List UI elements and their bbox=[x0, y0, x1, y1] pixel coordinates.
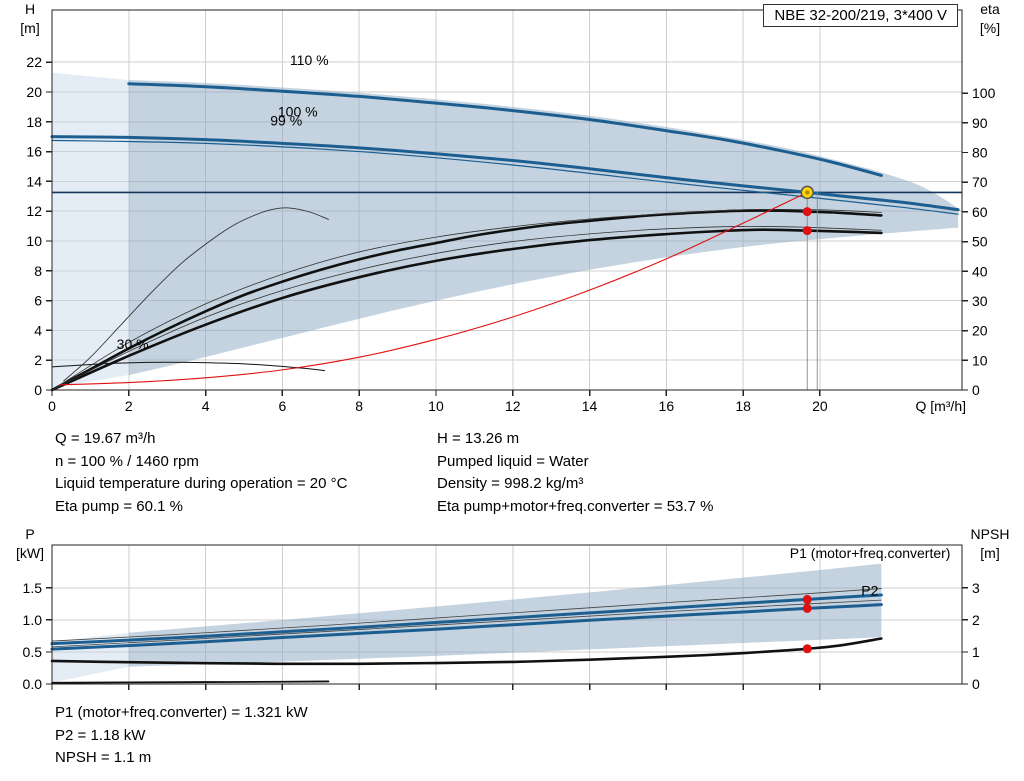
density-value: Density = 998.2 kg/m³ bbox=[437, 475, 584, 492]
right-axis-tick-label: 40 bbox=[972, 263, 988, 279]
p2-value: P2 = 1.18 kW bbox=[55, 726, 146, 744]
left-axis-tick-label: 0.5 bbox=[23, 644, 43, 660]
right-axis-tick-label: 60 bbox=[972, 204, 988, 220]
operating-point-info-right: H = 13.26 m Pumped liquid = Water Densit… bbox=[437, 428, 713, 518]
eta-pump-point-marker bbox=[802, 207, 812, 217]
left-axis-tick-label: 6 bbox=[34, 293, 42, 309]
flow-value: Q = 19.67 m³/h bbox=[55, 430, 156, 447]
x-axis-label: Q [m³/h] bbox=[915, 398, 966, 414]
npsh-curve bbox=[50, 637, 883, 666]
y-right-axis-label: NPSH bbox=[971, 526, 1010, 542]
eta-total-thin-curve bbox=[51, 225, 882, 391]
right-axis-tick-label: 90 bbox=[972, 115, 988, 131]
x-axis-tick-label: 18 bbox=[735, 398, 751, 414]
right-axis-tick-label: 0 bbox=[972, 676, 980, 692]
right-axis-tick-label: 2 bbox=[972, 612, 980, 628]
eta-pump-value: Eta pump = 60.1 % bbox=[55, 497, 183, 515]
left-axis-tick-label: 1.5 bbox=[23, 580, 43, 596]
p1-value: P1 (motor+freq.converter) = 1.321 kW bbox=[55, 704, 308, 721]
head-curve-100pct bbox=[50, 135, 960, 212]
curve-label: 99 % bbox=[270, 112, 302, 128]
right-axis-tick-label: 70 bbox=[972, 174, 988, 190]
eta-pump-curve bbox=[50, 209, 883, 392]
eta-total-point-marker bbox=[802, 226, 812, 236]
left-axis-tick-label: 10 bbox=[26, 233, 42, 249]
left-axis-tick-label: 12 bbox=[26, 203, 42, 219]
hq-efficiency-chart: 0246810121416182022010203040506070809010… bbox=[20, 1, 1000, 414]
x-axis-tick-label: 16 bbox=[659, 398, 675, 414]
low-flow-region bbox=[52, 72, 129, 388]
left-axis-tick-label: 4 bbox=[34, 322, 42, 338]
x-axis-tick-label: 20 bbox=[812, 398, 828, 414]
x-axis-tick-label: 12 bbox=[505, 398, 521, 414]
y-right-axis-label: [m] bbox=[980, 545, 999, 561]
y-left-axis-label: [kW] bbox=[16, 545, 44, 561]
left-axis-tick-label: 22 bbox=[26, 54, 42, 70]
y-left-axis-label: H bbox=[25, 1, 35, 17]
npsh-value: NPSH = 1.1 m bbox=[55, 749, 152, 766]
eta-reduced-speed-curve bbox=[63, 207, 329, 382]
head-value: H = 13.26 m bbox=[437, 430, 520, 447]
pumped-liquid-value: Pumped liquid = Water bbox=[437, 452, 589, 470]
right-axis-tick-label: 1 bbox=[972, 644, 980, 660]
right-axis-tick-label: 30 bbox=[972, 293, 988, 309]
head-curve-110pct bbox=[127, 82, 883, 177]
right-axis-tick-label: 3 bbox=[972, 580, 980, 596]
right-axis-tick-label: 10 bbox=[972, 352, 988, 368]
left-axis-tick-label: 14 bbox=[26, 173, 42, 189]
y-right-axis-label: [%] bbox=[980, 20, 1000, 36]
p1-thin-curve bbox=[51, 588, 882, 642]
left-axis-tick-label: 16 bbox=[26, 144, 42, 160]
system-curve bbox=[59, 191, 808, 386]
left-axis-tick-label: 2 bbox=[34, 352, 42, 368]
npsh-point-marker bbox=[802, 644, 812, 654]
p2-thin-curve bbox=[51, 599, 882, 648]
operating-point-info-left: Q = 19.67 m³/h n = 100 % / 1460 rpm Liqu… bbox=[55, 428, 347, 518]
speed-envelope bbox=[128, 80, 959, 376]
curve-label: P2 bbox=[861, 583, 878, 599]
left-axis-tick-label: 0.0 bbox=[23, 676, 43, 692]
right-axis-tick-label: 100 bbox=[972, 85, 996, 101]
curve-label: 100 % bbox=[278, 104, 318, 120]
eta-total-curve bbox=[50, 228, 883, 392]
speed-value: n = 100 % / 1460 rpm bbox=[55, 452, 199, 470]
x-axis-tick-label: 4 bbox=[202, 398, 210, 414]
power-npsh-chart: 0.0 0.5 1.0 1.5 0 1 2 3 P [kW] NPSH [m] P1 (motor+fr… bbox=[16, 526, 1010, 692]
power-envelope bbox=[128, 563, 882, 667]
x-axis-tick-label: 8 bbox=[355, 398, 363, 414]
pump-model-title: NBE 32-200/219, 3*400 V bbox=[763, 4, 958, 27]
right-axis-tick-label: 0 bbox=[972, 382, 980, 398]
plot-frame bbox=[51, 544, 963, 685]
curve-label: P1 (motor+freq.converter) bbox=[790, 545, 951, 561]
eta-pump-thin-curve bbox=[51, 208, 882, 391]
left-axis-tick-label: 8 bbox=[34, 263, 42, 279]
left-axis-tick-label: 0 bbox=[34, 382, 42, 398]
eta-total-value: Eta pump+motor+freq.converter = 53.7 % bbox=[437, 497, 714, 515]
left-axis-tick-label: 1.0 bbox=[23, 612, 43, 628]
right-axis-tick-label: 80 bbox=[972, 145, 988, 161]
plot-frame bbox=[51, 9, 963, 391]
x-axis-tick-label: 2 bbox=[125, 398, 133, 414]
p-30pct-curve bbox=[51, 680, 330, 684]
right-axis-tick-label: 20 bbox=[972, 323, 988, 339]
power-info: P1 (motor+freq.converter) = 1.321 kW P2 … bbox=[55, 702, 308, 770]
x-axis-tick-label: 14 bbox=[582, 398, 598, 414]
p2-point-marker bbox=[802, 603, 812, 613]
x-axis-tick-label: 6 bbox=[278, 398, 286, 414]
curve-label: 30 % bbox=[117, 336, 149, 352]
y-left-axis-label: [m] bbox=[20, 20, 39, 36]
y-right-axis-label: eta bbox=[980, 1, 1000, 17]
y-left-axis-label: P bbox=[25, 526, 34, 542]
x-axis-tick-label: 10 bbox=[428, 398, 444, 414]
left-axis-tick-label: 20 bbox=[26, 84, 42, 100]
x-axis-tick-label: 0 bbox=[48, 398, 56, 414]
left-axis-tick-label: 18 bbox=[26, 114, 42, 130]
head-curve-99pct bbox=[51, 139, 959, 215]
liquid-temperature-value: Liquid temperature during operation = 20… bbox=[55, 475, 348, 492]
p1-point-marker bbox=[802, 594, 812, 604]
duty-point-marker-center bbox=[805, 190, 810, 195]
curve-label: 110 % bbox=[290, 52, 329, 68]
right-axis-tick-label: 50 bbox=[972, 234, 988, 250]
